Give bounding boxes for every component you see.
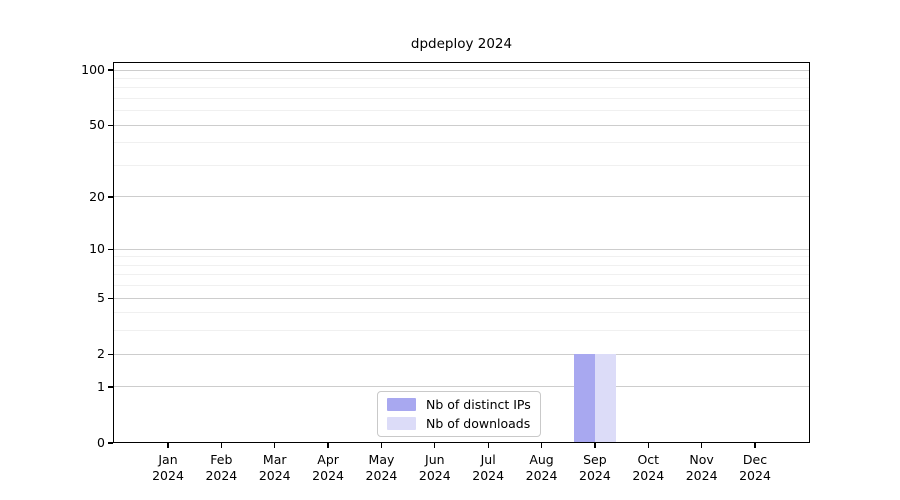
y-tick-mark xyxy=(108,248,113,250)
x-tick-mark xyxy=(700,443,703,448)
minor-gridline xyxy=(114,256,809,258)
y-tick-label: 1 xyxy=(97,378,105,394)
minor-gridline xyxy=(114,142,809,144)
y-tick-mark xyxy=(108,196,113,198)
legend-swatch-distinct-ips xyxy=(387,398,416,411)
x-tick-label: Jan 2024 xyxy=(132,452,204,483)
major-gridline xyxy=(114,124,809,126)
x-tick-mark xyxy=(754,443,756,448)
x-tick-month: Sep xyxy=(583,452,607,467)
y-tick-label: 50 xyxy=(89,117,105,133)
x-tick-year: 2024 xyxy=(739,467,771,483)
minor-gridline xyxy=(114,164,809,166)
legend-swatch-downloads xyxy=(387,417,416,430)
y-tick-label: 5 xyxy=(97,290,105,306)
y-tick-label: 20 xyxy=(89,188,105,204)
x-tick-mark xyxy=(220,443,222,448)
y-tick-mark xyxy=(108,353,113,355)
x-tick-mark xyxy=(380,443,383,448)
y-tick-label: 10 xyxy=(89,241,105,257)
y-tick-label: 2 xyxy=(97,346,105,362)
legend-label-downloads: Nb of downloads xyxy=(426,415,531,431)
y-tick-mark xyxy=(108,442,113,444)
minor-gridline xyxy=(114,110,809,112)
x-tick-mark xyxy=(540,443,543,448)
minor-gridline xyxy=(114,97,809,99)
x-tick-mark xyxy=(647,443,649,448)
x-tick-mark xyxy=(594,443,596,448)
y-tick-label: 0 xyxy=(97,435,105,450)
x-tick-label: Apr 2024 xyxy=(292,452,364,483)
major-gridline xyxy=(114,297,809,299)
x-tick-label: Dec 2024 xyxy=(719,452,791,483)
y-tick-mark xyxy=(108,69,113,71)
major-gridline xyxy=(114,69,809,71)
x-tick-year: 2024 xyxy=(579,467,611,483)
major-gridline xyxy=(114,196,809,198)
x-tick-year: 2024 xyxy=(685,467,718,483)
chart-title: dpdeploy 2024 xyxy=(410,36,513,52)
minor-gridline xyxy=(114,285,809,287)
x-tick-label: Jun 2024 xyxy=(399,452,471,483)
bar-nb-of-distinct-ips-sep-2024 xyxy=(573,354,595,442)
x-tick-year: 2024 xyxy=(632,467,665,483)
x-tick-label: Nov 2024 xyxy=(666,452,738,483)
major-gridline xyxy=(114,353,809,355)
y-tick-mark xyxy=(108,297,113,299)
x-tick-mark xyxy=(327,443,329,448)
x-tick-year: 2024 xyxy=(312,467,344,483)
x-tick-month: Oct xyxy=(637,452,660,467)
x-tick-label: Oct 2024 xyxy=(612,452,684,483)
legend-label-distinct-ips: Nb of distinct IPs xyxy=(426,396,531,412)
major-gridline xyxy=(114,386,809,388)
x-tick-mark xyxy=(434,443,436,448)
x-tick-year: 2024 xyxy=(205,467,238,483)
minor-gridline xyxy=(114,312,809,314)
minor-gridline xyxy=(114,77,809,79)
major-gridline xyxy=(114,248,809,250)
x-tick-mark xyxy=(167,443,169,448)
bar-nb-of-downloads-sep-2024 xyxy=(594,354,617,442)
x-tick-year: 2024 xyxy=(365,467,398,483)
minor-gridline xyxy=(114,264,809,266)
x-tick-month: Aug xyxy=(529,452,554,467)
x-tick-month: Jun xyxy=(425,452,445,467)
y-tick-label: 100 xyxy=(81,62,105,77)
x-tick-month: Mar xyxy=(262,452,287,467)
x-tick-month: Jul xyxy=(480,452,496,467)
x-tick-year: 2024 xyxy=(258,467,291,483)
x-tick-year: 2024 xyxy=(152,467,184,483)
x-tick-year: 2024 xyxy=(525,467,558,483)
x-tick-month: May xyxy=(368,452,395,467)
y-tick-mark xyxy=(108,386,113,388)
legend: Nb of distinct IPs Nb of downloads xyxy=(377,391,541,437)
x-tick-label: Aug 2024 xyxy=(506,452,578,483)
x-tick-label: Feb 2024 xyxy=(185,452,257,483)
minor-gridline xyxy=(114,274,809,276)
x-tick-year: 2024 xyxy=(418,467,451,483)
x-tick-label: Mar 2024 xyxy=(239,452,311,483)
legend-item-downloads: Nb of downloads xyxy=(387,415,540,431)
x-tick-mark xyxy=(487,443,489,448)
y-tick-mark xyxy=(108,124,113,126)
x-tick-month: Dec xyxy=(742,452,768,467)
x-tick-month: Feb xyxy=(210,452,233,467)
x-tick-label: May 2024 xyxy=(345,452,417,483)
x-tick-month: Nov xyxy=(689,452,714,467)
legend-item-distinct-ips: Nb of distinct IPs xyxy=(387,396,540,412)
x-tick-label: Sep 2024 xyxy=(559,452,631,483)
x-tick-mark xyxy=(274,443,276,448)
x-tick-year: 2024 xyxy=(472,467,505,483)
minor-gridline xyxy=(114,87,809,89)
x-tick-month: Apr xyxy=(317,452,339,467)
x-tick-label: Jul 2024 xyxy=(452,452,524,483)
minor-gridline xyxy=(114,330,809,332)
x-tick-month: Jan xyxy=(158,452,178,467)
